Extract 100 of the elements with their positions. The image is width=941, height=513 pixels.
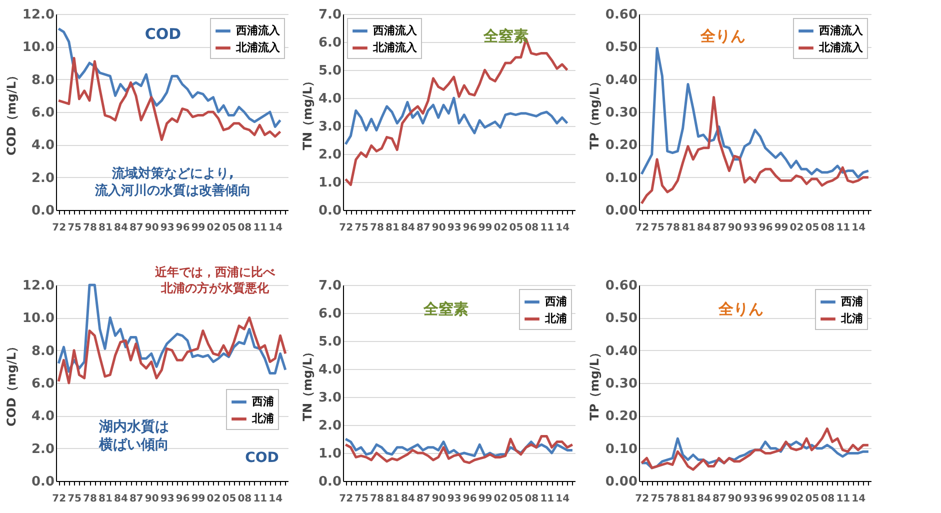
y-tick-label: 2.0	[31, 170, 54, 186]
x-tick-label: 08	[524, 222, 539, 234]
x-tick-label: 11	[253, 494, 268, 504]
legend-label: 西浦流入	[372, 24, 418, 37]
x-tick-label: 11	[836, 494, 850, 504]
x-tick-label: 99	[774, 494, 788, 504]
legend-label: 北浦	[544, 312, 567, 325]
x-tick-label: 02	[206, 494, 221, 504]
x-tick-label: 99	[774, 222, 788, 234]
y-tick-label: 7.0	[318, 8, 342, 22]
y-tick-label: 10.0	[22, 311, 54, 326]
x-tick-label: 75	[68, 222, 82, 234]
y-tick-label: 8.0	[31, 72, 54, 88]
line-series	[57, 56, 282, 142]
x-tick-label: 96	[462, 494, 477, 504]
y-tick-label: 6.0	[31, 376, 54, 392]
x-tick-label: 11	[253, 222, 268, 234]
y-tick-label: 3.0	[318, 390, 342, 406]
x-tick-label: 14	[556, 494, 570, 504]
x-tick-label: 99	[478, 494, 492, 504]
x-tick-label: 99	[478, 222, 492, 234]
x-tick-label: 78	[666, 494, 680, 504]
x-tick-label: 05	[805, 494, 820, 504]
annotation: COD	[144, 25, 182, 43]
x-tick-label: 75	[650, 494, 665, 504]
x-tick-label: 08	[524, 494, 539, 504]
y-tick-label: 12.0	[22, 8, 54, 22]
x-tick-label: 90	[144, 222, 159, 234]
x-tick-label: 84	[114, 494, 128, 504]
x-tick-label: 14	[268, 222, 283, 234]
y-tick-label: 4.0	[31, 138, 54, 154]
x-tick-label: 96	[462, 222, 477, 234]
annotation: 全窒素	[422, 300, 468, 318]
y-axis-title: TP（mg/L）	[587, 75, 602, 150]
line-series	[640, 427, 870, 471]
y-tick-label: 0.0	[31, 474, 54, 490]
x-tick-label: 78	[83, 494, 98, 504]
x-tick-label: 99	[191, 494, 206, 504]
y-tick-label: 2.0	[318, 148, 342, 162]
annotation: COD	[245, 450, 279, 466]
y-axis-title: TP（mg/L）	[587, 346, 602, 421]
line-series	[57, 284, 287, 374]
x-tick-label: 05	[805, 222, 820, 234]
x-tick-label: 93	[160, 494, 174, 504]
x-tick-label: 90	[432, 222, 446, 234]
y-tick-label: 0.0	[318, 204, 342, 218]
y-tick-label: 2.0	[31, 442, 54, 457]
y-tick-label: 0.0	[31, 204, 54, 218]
x-tick-label: 90	[728, 494, 742, 504]
x-tick-label: 75	[650, 222, 665, 234]
y-tick-label: 0.00	[605, 204, 638, 218]
x-tick-label: 08	[820, 222, 835, 234]
y-tick-label: 4.0	[31, 409, 54, 424]
x-tick-label: 90	[728, 222, 742, 234]
x-tick-label: 90	[432, 494, 446, 504]
y-tick-label: 0.10	[605, 170, 638, 186]
legend-label: 西浦	[840, 295, 863, 308]
y-tick-label: 0.0	[318, 474, 342, 490]
x-tick-label: 05	[509, 494, 524, 504]
x-tick-label: 02	[790, 494, 804, 504]
y-tick-label: 0.60	[605, 8, 638, 22]
legend-label: 北浦流入	[818, 41, 864, 54]
y-tick-label: 6.0	[318, 306, 342, 322]
x-tick-label: 72	[339, 494, 354, 504]
y-tick-label: 0.30	[605, 106, 638, 120]
y-tick-label: 10.0	[22, 40, 54, 56]
y-tick-label: 0.10	[605, 442, 638, 457]
x-tick-label: 93	[160, 222, 174, 234]
y-tick-label: 0.20	[605, 409, 638, 424]
x-tick-label: 96	[176, 222, 190, 234]
x-tick-label: 72	[635, 494, 650, 504]
x-tick-label: 84	[400, 494, 415, 504]
x-tick-label: 87	[712, 222, 726, 234]
x-tick-label: 05	[509, 222, 524, 234]
y-tick-label: 0.20	[605, 138, 638, 154]
y-tick-label: 6.0	[318, 36, 342, 50]
y-axis-title: TN（mg/L）	[300, 74, 314, 150]
x-tick-label: 84	[696, 222, 711, 234]
x-tick-label: 81	[682, 494, 696, 504]
x-tick-label: 72	[635, 222, 650, 234]
x-tick-label: 96	[758, 494, 773, 504]
x-tick-label: 84	[400, 222, 415, 234]
x-tick-label: 81	[98, 494, 112, 504]
x-tick-label: 84	[114, 222, 128, 234]
x-tick-label: 78	[666, 222, 680, 234]
x-tick-label: 75	[354, 222, 369, 234]
y-tick-label: 4.0	[318, 92, 342, 106]
annotation: 全りん	[700, 27, 746, 45]
x-tick-label: 93	[743, 222, 758, 234]
x-tick-label: 87	[416, 222, 430, 234]
x-tick-label: 72	[52, 494, 66, 504]
line-series	[57, 316, 287, 384]
y-tick-label: 0.40	[605, 344, 638, 359]
x-tick-label: 11	[540, 222, 554, 234]
y-tick-label: 0.60	[605, 278, 638, 294]
y-tick-label: 0.00	[605, 474, 638, 490]
y-tick-label: 12.0	[22, 278, 54, 294]
x-tick-label: 81	[98, 222, 112, 234]
y-tick-label: 1.0	[318, 446, 342, 462]
x-tick-label: 84	[696, 494, 711, 504]
